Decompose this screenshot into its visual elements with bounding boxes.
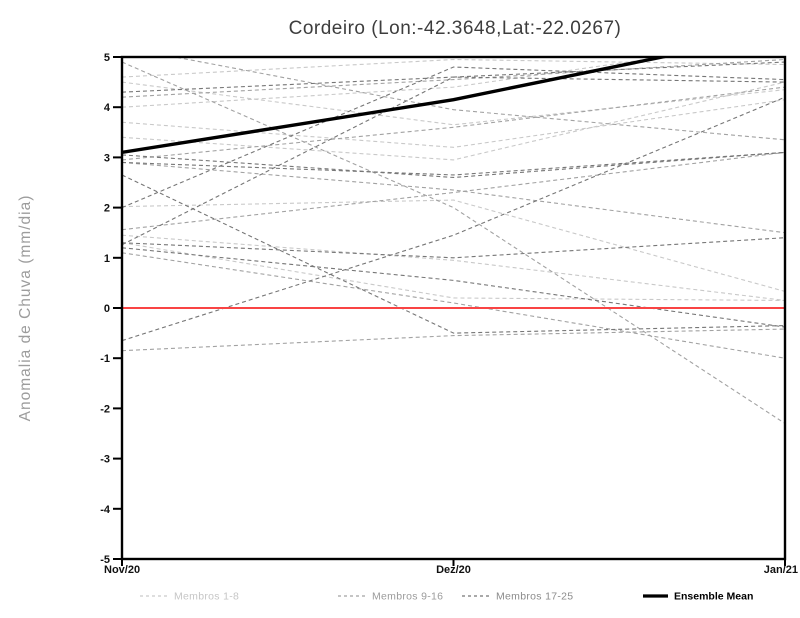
member-line-g2-2: [122, 252, 785, 359]
member-line-g2-7: [122, 151, 785, 231]
x-tick-label: Dez/20: [436, 564, 471, 576]
y-tick-label: 0: [104, 303, 110, 315]
member-line-g3-8: [122, 247, 785, 328]
ensemble-mean-line: [122, 57, 671, 155]
plot-area: [122, 57, 785, 424]
member-line-g1-4: [122, 99, 785, 148]
member-line-g1-1: [122, 58, 785, 78]
member-line-g3-5: [122, 174, 785, 334]
member-line-g3-2: [122, 66, 785, 209]
member-line-g3-9: [122, 151, 785, 179]
chart-title: Cordeiro (Lon:-42.3648,Lat:-22.0267): [289, 18, 622, 39]
y-tick-label: 2: [104, 203, 110, 215]
member-line-g1-8: [122, 242, 785, 302]
x-tick-label: Nov/20: [104, 564, 140, 576]
member-line-g3-3: [122, 61, 785, 246]
member-line-g2-1: [122, 328, 785, 352]
y-tick-label: -4: [100, 504, 111, 516]
member-line-g1-7: [122, 234, 785, 302]
member-line-g2-5: [122, 161, 785, 234]
legend-label: Membros 9-16: [372, 591, 443, 603]
legend-label: Membros 1-8: [174, 591, 239, 603]
member-line-g3-7: [122, 237, 785, 259]
member-line-g2-6: [122, 86, 785, 161]
member-line-g3-6: [122, 96, 785, 342]
y-tick-label: 1: [104, 253, 110, 265]
member-line-g3-4: [122, 151, 785, 176]
y-tick-label: 4: [104, 102, 111, 114]
y-tick-label: -2: [100, 403, 110, 415]
member-line-g2-4: [122, 58, 785, 98]
member-line-g1-3: [122, 57, 667, 108]
legend-label: Membros 17-25: [496, 591, 573, 603]
y-tick-label: 5: [104, 52, 110, 64]
chart-legend: Membros 1-8 Membros 9-16 Membros 17-25 Ense…: [140, 591, 753, 603]
y-tick-label: 3: [104, 152, 110, 164]
y-axis-label: Anomalia de Chuva (mm/dia): [17, 195, 34, 422]
legend-label: Ensemble Mean: [674, 591, 753, 603]
member-line-g1-5: [122, 81, 785, 161]
member-line-g2-3: [122, 61, 785, 424]
x-tick-label: Jan/21: [764, 564, 798, 576]
member-line-g2-8: [172, 57, 785, 141]
y-tick-label: -1: [100, 353, 110, 365]
y-tick-label: -3: [100, 454, 110, 466]
member-line-g1-6: [122, 199, 785, 292]
y-tick-label: -5: [100, 554, 110, 566]
member-line-g1-2: [122, 81, 785, 126]
